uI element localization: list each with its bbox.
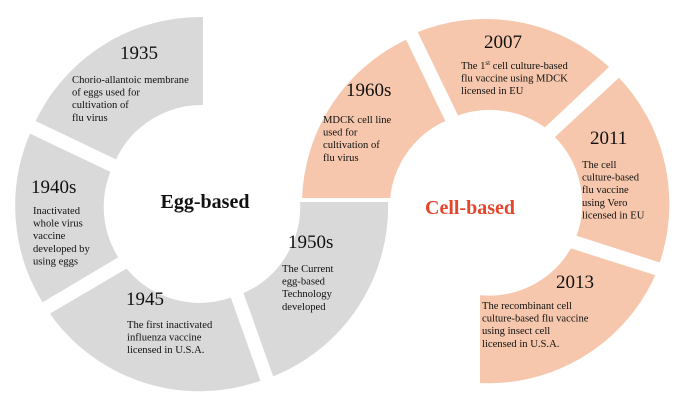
description-line: The 1st cell culture-based <box>461 59 568 72</box>
description-text: The recombinant cell culture-based flu va… <box>482 301 589 350</box>
description-line: flu virus <box>323 153 359 164</box>
egg-1945-label: 1945 The first inactivated influenza vacc… <box>126 289 213 356</box>
description-line: developed <box>282 302 326 313</box>
cell-segment-2011 <box>549 72 674 268</box>
egg-1935-label: 1935 Chorio-allantoic membrane of eggs us… <box>72 43 189 124</box>
description-line: flu vaccine using MDCK <box>461 74 568 85</box>
egg-1950s-label: 1950s The Current egg-based Technology deve… <box>282 232 334 313</box>
description-line: developed by <box>33 244 90 255</box>
egg-based-title: Egg-based <box>161 191 250 213</box>
description-line: The Current <box>282 264 334 275</box>
cell-ring <box>295 15 674 388</box>
description-line: culture-based flu vaccine <box>482 314 589 325</box>
description-line: Chorio-allantoic membrane <box>72 75 189 86</box>
cell-based-title: Cell-based <box>425 197 515 219</box>
year-label: 2013 <box>556 272 594 293</box>
cell-2007-label: 2007 The 1st cell culture-based flu vacci… <box>461 32 568 97</box>
description-line: flu vaccine <box>582 185 629 196</box>
cell-segment-1960s-inner <box>297 34 451 202</box>
description-line: egg-based <box>282 277 326 288</box>
year-label: 1960s <box>346 80 391 101</box>
year-label: 2011 <box>590 128 627 149</box>
year-label: 1935 <box>120 43 158 64</box>
description-line: cultivation of <box>72 100 129 111</box>
egg-segment-1935 <box>30 12 207 165</box>
year-label: 1945 <box>126 289 164 310</box>
description-line: using insect cell <box>482 326 550 337</box>
description-line: licensed in U.S.A. <box>127 345 204 356</box>
description-line: licensed in EU <box>582 210 645 221</box>
description-line: Inactivated <box>33 206 81 217</box>
description-line: cultivation of <box>323 140 380 151</box>
egg-segment-1950s <box>238 198 393 382</box>
description-line: MDCK cell line <box>323 115 392 126</box>
egg-ring <box>11 12 393 396</box>
description-line: Technology <box>282 289 333 300</box>
description-line: using eggs <box>33 256 78 267</box>
description-line: flu virus <box>72 113 108 124</box>
description-line: The cell <box>582 160 616 171</box>
description-line: licensed in EU <box>461 86 524 97</box>
description-line: licensed in U.S.A. <box>482 339 559 350</box>
cell-segment-2013 <box>476 243 661 388</box>
year-label: 2007 <box>484 32 522 53</box>
cell-2011-label: 2011 The cell culture-based flu vaccine usi… <box>582 128 645 221</box>
description-line: using Vero <box>582 198 627 209</box>
egg-segment-1940s <box>11 128 124 308</box>
description-text: MDCK cell line used for cultivation of flu … <box>323 115 392 164</box>
year-label: 1950s <box>288 232 333 253</box>
description-text: Chorio-allantoic membrane of eggs used fo… <box>72 75 189 124</box>
description-line: of eggs used for <box>72 88 140 99</box>
description-text: The Current egg-based Technology developed <box>282 264 334 313</box>
description-line: The first inactivated <box>127 320 213 331</box>
description-line: culture-based <box>582 173 640 184</box>
description-line: whole virus <box>33 219 83 230</box>
year-label: 1940s <box>31 177 76 198</box>
egg-segment-1945 <box>44 263 266 396</box>
description-text: Inactivated whole virus vaccine developed b… <box>33 206 90 267</box>
description-text: The cell culture-based flu vaccine using Ve… <box>582 160 645 221</box>
egg-1940s-label: 1940s Inactivated whole virus vaccine devel… <box>31 177 90 267</box>
cell-2013-label: 2013 The recombinant cell culture-based f… <box>482 272 594 350</box>
cell-1960s-label: 1960s MDCK cell line used for cultivation … <box>323 80 392 164</box>
cell-segment-2007 <box>412 15 615 133</box>
description-text: The first inactivated influenza vaccine li… <box>127 320 213 356</box>
description-line: used for <box>323 128 358 139</box>
description-line: The recombinant cell <box>482 301 572 312</box>
description-line: vaccine <box>33 231 66 242</box>
description-line: influenza vaccine <box>127 333 202 344</box>
